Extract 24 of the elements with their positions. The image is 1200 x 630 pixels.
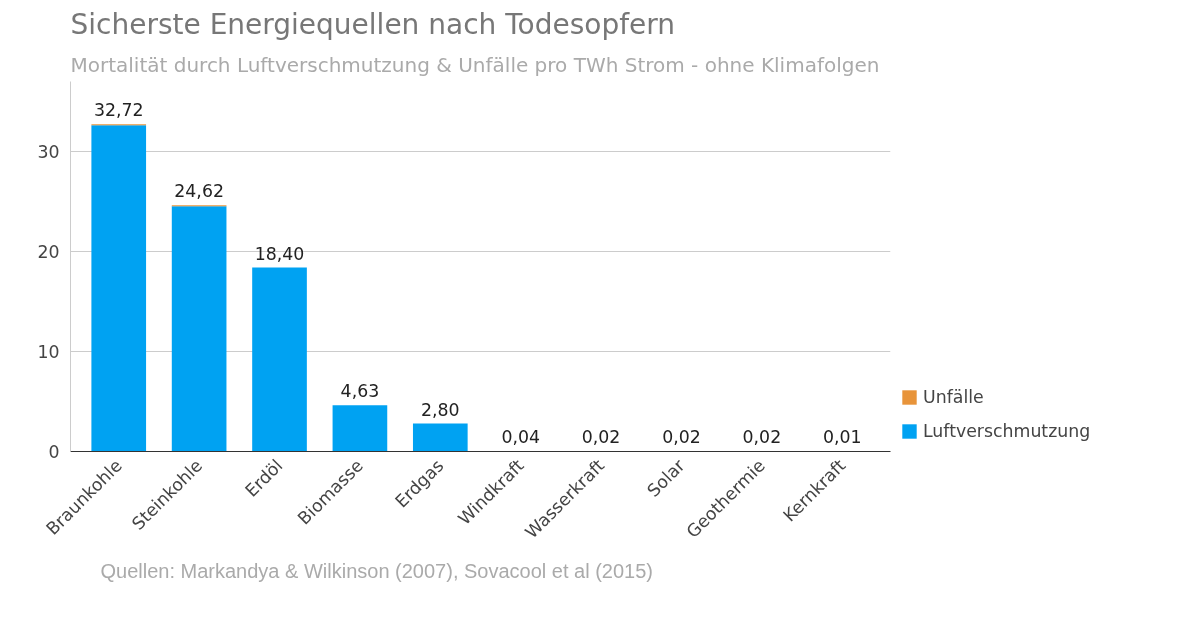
total-label: 18,40 (254, 243, 305, 264)
y-tick-label: 0 (48, 442, 60, 462)
total-label: 2,80 (421, 399, 460, 420)
total-label: 0,02 (742, 427, 782, 448)
total-label: 32,72 (93, 100, 144, 121)
total-label: 0,01 (822, 427, 862, 448)
bar (171, 206, 227, 452)
y-tick-label: 10 (37, 342, 60, 362)
bar (332, 405, 388, 452)
bar (412, 423, 468, 452)
bar (252, 267, 307, 452)
source-note: Quellen: Markandya & Wilkinson (2007), Sovacool et al (2015) (100, 559, 653, 582)
legend-label: Luftverschmutzung (923, 421, 1091, 441)
chart-subtitle: Mortalität durch Luftverschmutzung & Unfälle pro TWh Strom - ohne Klimafolgen (70, 52, 880, 77)
chart-title: Sicherste Energiequellen nach Todesopfern (70, 7, 676, 41)
total-label: 0,02 (581, 427, 621, 448)
total-label: 0,04 (501, 427, 540, 448)
y-tick-label: 30 (37, 142, 60, 162)
bar (91, 125, 147, 452)
y-tick-label: 20 (37, 242, 60, 262)
total-label: 4,63 (340, 381, 380, 402)
total-label: 24,62 (174, 181, 224, 202)
total-label: 0,02 (662, 427, 701, 448)
legend-label: Unfälle (923, 387, 984, 407)
